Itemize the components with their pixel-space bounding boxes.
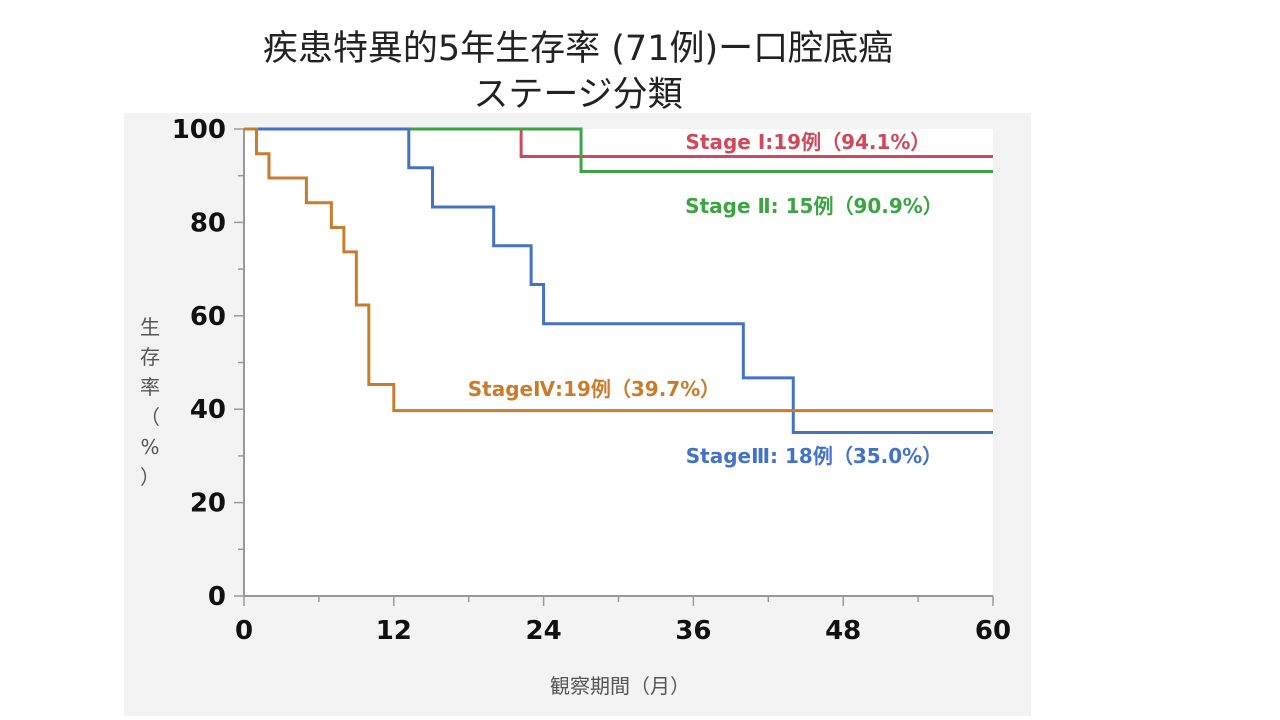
x-tick-label: 12 [376,616,412,646]
tick-labels: 0 20 40 60 80 100 0 12 24 36 48 60 [172,115,1011,646]
survival-curves [244,127,993,435]
chart-title-line-1: 疾患特異的5年生存率 (71例)ー口腔底癌 [262,29,894,69]
y-axis-label: 生存率 （% ） [138,312,162,492]
y-axis-label-char: 生 [140,315,160,339]
x-tick-label: 36 [675,616,711,646]
series-label-stage-ii: Stage Ⅱ: 15例（90.9%） [685,194,943,218]
y-tick-label: 20 [190,489,226,519]
chart-title-line-2: ステージ分類 [473,75,683,115]
y-tick-label: 80 [190,208,226,238]
y-axis-label-char: % [140,435,160,459]
x-axis-label: 観察期間（月） [550,674,690,698]
y-tick-label: 60 [190,302,226,332]
y-axis-label-char: 存 [140,345,160,369]
y-axis-label-char: 率 [140,375,160,399]
series-line-stage-ii [244,127,993,173]
series-label-stage-i: Stage Ⅰ:19例（94.1%） [686,130,931,154]
series-label-stage-iii: StageⅢ: 18例（35.0%） [686,444,942,468]
y-tick-label: 0 [208,582,226,612]
series-line-stage-iii [244,127,993,435]
series-label-stage-iv: StageⅣ:19例（39.7%） [468,377,721,401]
x-tick-label: 0 [235,616,253,646]
x-tick-label: 60 [975,616,1011,646]
y-axis-label-char: ） [140,465,160,489]
x-tick-label: 24 [526,616,562,646]
y-tick-label: 40 [190,395,226,425]
y-tick-label: 100 [172,115,226,145]
x-tick-label: 48 [825,616,861,646]
series-line-stage-iv [244,127,993,413]
series-labels: Stage Ⅰ:19例（94.1%） Stage Ⅱ: 15例（90.9%） Sta… [468,130,943,468]
y-axis-label-char: （ [140,405,160,429]
